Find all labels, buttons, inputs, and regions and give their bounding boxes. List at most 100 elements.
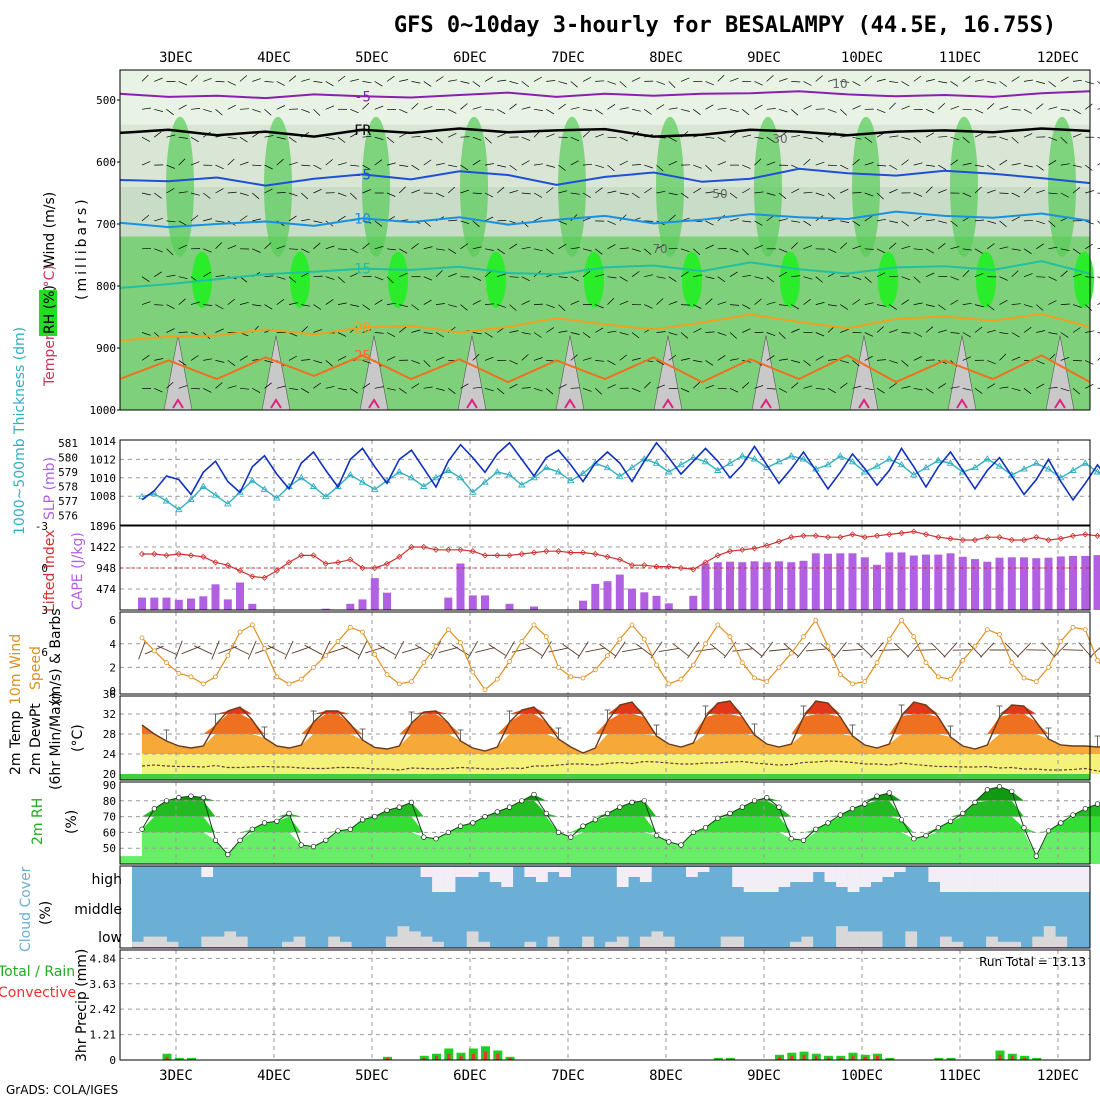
wind-barb (729, 248, 739, 253)
wind-barb (791, 328, 800, 333)
wind-barb (668, 107, 678, 110)
wind-barb (619, 136, 628, 142)
cloud-high-gap (547, 867, 560, 872)
wind-barb (582, 248, 592, 252)
cloud-high-gap (928, 867, 941, 882)
wind-barb (570, 247, 580, 250)
thickness-point (505, 471, 514, 478)
wind-barb (644, 187, 652, 194)
wind-barb (950, 386, 960, 389)
wind-barb (962, 76, 971, 82)
rh-moist-blob (878, 251, 898, 308)
wind-barb (546, 164, 555, 168)
wind-barb (803, 220, 812, 226)
wind-barb (729, 271, 738, 277)
surface-wind-barb (328, 646, 348, 654)
wind-speed-point (568, 674, 574, 680)
wind-barb (215, 220, 225, 223)
cloud-high-gap (1020, 867, 1033, 892)
wind-barb (313, 188, 322, 194)
wind-barb (325, 385, 335, 389)
wind-barb (227, 136, 237, 140)
wind-barb (803, 81, 812, 86)
wind-barb (301, 108, 310, 113)
cloud-high-gap (524, 867, 537, 877)
wind-barb (509, 190, 519, 194)
wind-barb (533, 216, 543, 222)
wind-barb (337, 332, 347, 337)
wind-barb (742, 220, 752, 223)
wind-barb (705, 384, 715, 389)
wind-barb (631, 192, 640, 199)
wind-barb (766, 192, 776, 196)
wind-barb (815, 355, 824, 361)
wind-barb (423, 332, 433, 334)
wind-barb (399, 164, 409, 167)
wind-barb (644, 274, 654, 278)
rh-moist-blob (486, 251, 506, 308)
cloud-high-gap (847, 867, 860, 892)
wind-barb (509, 304, 517, 311)
wind-barb (656, 244, 665, 250)
wind-barb (472, 106, 482, 110)
wind-barb (166, 220, 176, 223)
li-point (788, 534, 795, 541)
thickness-tick-577: 577 (58, 495, 78, 508)
wind-barb (141, 332, 151, 336)
wind-barb (362, 189, 371, 194)
wind-barb (754, 158, 762, 166)
li-point (1057, 535, 1064, 542)
cape-bar (1093, 555, 1100, 610)
cape-left-labels: Lifted Index CAPE (J/kg) (42, 530, 86, 612)
wind-barb (754, 191, 764, 194)
surface-wind-barb (650, 641, 663, 659)
wind-barb (411, 383, 420, 389)
rh-point (151, 806, 157, 812)
wind-barb (264, 382, 272, 389)
li-point (506, 552, 513, 559)
li-point (592, 550, 599, 558)
thickness-point (1044, 465, 1053, 472)
surface-wind-barb (321, 640, 331, 660)
cloud-high-gap (466, 867, 479, 877)
wind-barb (178, 331, 188, 333)
rh-point (837, 812, 843, 818)
wind-speed-point (1046, 665, 1051, 670)
wind-barb (484, 108, 495, 111)
wind-speed-point (874, 660, 880, 666)
rh-point (935, 825, 941, 831)
wind-barb (1036, 243, 1044, 250)
thickness-point (787, 452, 796, 459)
wind-barb (827, 387, 836, 394)
cloud-low-gap (789, 941, 802, 947)
wind-barb (938, 220, 947, 224)
cloud-high-gap (628, 867, 641, 877)
wind-barb (203, 248, 212, 253)
wind-barb (1048, 300, 1057, 305)
wind-barb (141, 192, 151, 196)
wind-barb (288, 215, 297, 222)
li-point (726, 548, 734, 555)
precip-tick-2.42: 2.42 (90, 1003, 117, 1016)
thickness-point (542, 463, 551, 471)
wind-barb (239, 108, 250, 110)
wind-barb (362, 383, 371, 389)
cape-bar (958, 556, 967, 610)
wind-barb (546, 248, 554, 255)
wind-barb (313, 81, 323, 83)
wind-barb (1085, 360, 1094, 365)
surface-wind-barb (796, 641, 811, 659)
wind-barb (448, 248, 457, 254)
wind-barb (693, 360, 703, 363)
cape-frame (119, 525, 1091, 611)
cape-bar (701, 563, 710, 610)
wind-barb (411, 103, 419, 110)
cloud-high-gap (824, 867, 837, 882)
wind-barb (974, 388, 983, 394)
wind-barb (386, 136, 395, 144)
cape-bar (530, 606, 538, 610)
wind-barb (154, 192, 162, 199)
temp-band-orange (142, 734, 1100, 754)
wind-barb (815, 302, 825, 305)
